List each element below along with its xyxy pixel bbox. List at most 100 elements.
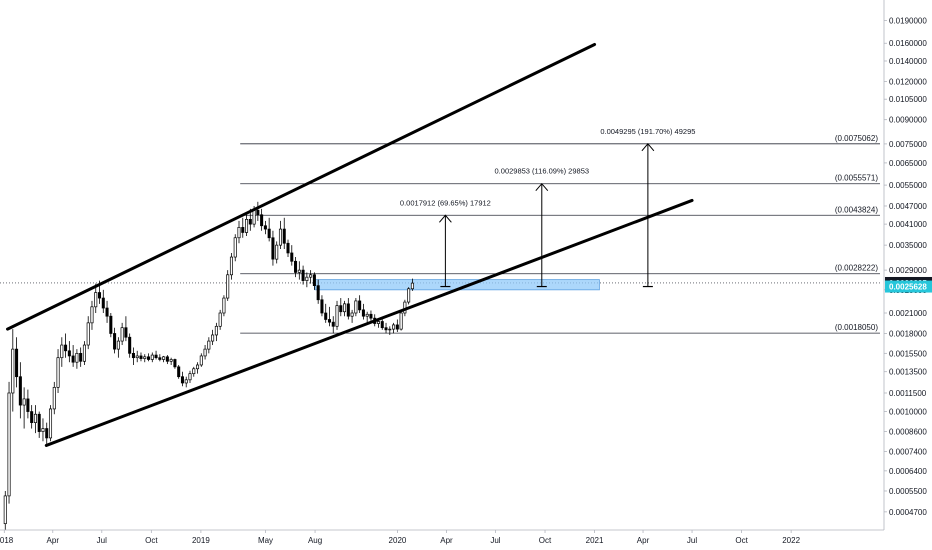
candle-body bbox=[316, 285, 320, 301]
candle-body bbox=[226, 274, 230, 299]
candle-body bbox=[407, 288, 411, 303]
y-tick-label: 0.0005500 bbox=[889, 487, 927, 496]
secondary-price-label: 0.0025628 bbox=[889, 283, 927, 292]
level-label: (0.0028222) bbox=[835, 264, 878, 273]
candle-body bbox=[30, 411, 34, 423]
candle-body bbox=[399, 312, 403, 330]
candle-body bbox=[33, 413, 37, 423]
candle-body bbox=[339, 305, 343, 313]
y-tick-label: 0.0105000 bbox=[889, 95, 927, 104]
x-tick-label: Jul bbox=[687, 536, 697, 545]
candle-body bbox=[165, 356, 169, 362]
candle-body bbox=[305, 276, 309, 281]
candle-body bbox=[297, 269, 301, 273]
upper-channel-trendline[interactable] bbox=[6, 43, 597, 331]
candle-body bbox=[131, 352, 135, 359]
candle-body bbox=[203, 348, 207, 357]
y-tick-label: 0.0140000 bbox=[889, 57, 927, 66]
candle-body bbox=[158, 357, 162, 360]
candle-body bbox=[199, 355, 203, 366]
candle-body bbox=[275, 244, 279, 260]
y-tick-label: 0.0010000 bbox=[889, 408, 927, 417]
candle-body bbox=[139, 355, 143, 359]
y-tick-label: 0.0035000 bbox=[889, 241, 927, 250]
candle-body bbox=[26, 398, 30, 412]
candle-body bbox=[60, 344, 64, 359]
candle-body bbox=[135, 355, 139, 359]
x-tick-label: 2018 bbox=[0, 536, 14, 545]
candle-body bbox=[11, 348, 15, 394]
y-tick-label: 0.0018000 bbox=[889, 329, 927, 338]
candle-body bbox=[343, 303, 347, 313]
x-tick-label: 2021 bbox=[586, 536, 604, 545]
candle-body bbox=[22, 398, 26, 406]
price-tags-group: 0.00263250.0025628 bbox=[885, 276, 932, 293]
candle-body bbox=[162, 356, 166, 360]
y-tick-label: 0.0008600 bbox=[889, 428, 927, 437]
measure-arrow-head bbox=[535, 182, 549, 192]
candle-body bbox=[37, 413, 41, 432]
candle-body bbox=[282, 228, 286, 244]
candle-body bbox=[154, 354, 158, 359]
y-tick-label: 0.0041000 bbox=[889, 220, 927, 229]
candle-body bbox=[233, 237, 237, 258]
candle-body bbox=[177, 366, 181, 378]
candle-body bbox=[67, 350, 71, 357]
candle-body bbox=[41, 428, 45, 432]
measure-arrow-head bbox=[439, 214, 452, 223]
candle-body bbox=[113, 333, 117, 350]
horizontal-levels-group: (0.0075062) (0.0055571) (0.0043824) (0.0028… bbox=[0, 134, 880, 334]
candle-body bbox=[376, 321, 381, 324]
candle-body bbox=[256, 209, 260, 216]
candle-body bbox=[278, 228, 282, 246]
x-tick-label: Apr bbox=[47, 536, 60, 545]
candle-body bbox=[354, 300, 358, 314]
candle-body bbox=[56, 357, 60, 388]
candle-body bbox=[214, 325, 218, 336]
candle-body bbox=[71, 355, 75, 363]
candle-body bbox=[101, 297, 105, 309]
candle-body bbox=[309, 274, 313, 278]
candle-body bbox=[410, 282, 414, 290]
candle-body bbox=[365, 313, 369, 317]
candle-body bbox=[222, 297, 226, 314]
candle-body bbox=[75, 352, 79, 363]
level-label: (0.0018050) bbox=[835, 323, 878, 332]
candle-body bbox=[361, 309, 365, 317]
lower-channel-trendline[interactable] bbox=[44, 198, 694, 447]
candle-body bbox=[286, 242, 290, 254]
candle-body bbox=[237, 227, 241, 239]
y-tick-label: 0.0120000 bbox=[889, 77, 927, 86]
candle-body bbox=[324, 312, 328, 320]
y-tick-label: 0.0190000 bbox=[889, 16, 927, 25]
y-tick-label: 0.0007400 bbox=[889, 448, 927, 457]
candle-body bbox=[331, 321, 335, 327]
candle-body bbox=[90, 306, 94, 324]
x-tick-label: Oct bbox=[539, 536, 552, 545]
candle-body bbox=[64, 344, 68, 352]
candle-body bbox=[97, 292, 102, 299]
candle-body bbox=[116, 340, 120, 350]
candle-body bbox=[150, 354, 154, 360]
candle-body bbox=[369, 313, 373, 319]
candle-body bbox=[48, 408, 53, 439]
y-tick-label: 0.0065000 bbox=[889, 159, 927, 168]
x-tick-label: 2020 bbox=[389, 536, 407, 545]
candle-body bbox=[7, 392, 11, 497]
candle-body bbox=[120, 327, 124, 342]
candle-body bbox=[143, 356, 147, 359]
candle-body bbox=[86, 322, 90, 346]
candle-body bbox=[384, 327, 388, 331]
y-tick-label: 0.0006400 bbox=[889, 467, 927, 476]
candle-body bbox=[173, 359, 177, 368]
y-tick-label: 0.0075000 bbox=[889, 140, 927, 149]
candle-body bbox=[271, 237, 275, 260]
y-tick-label: 0.0015500 bbox=[889, 349, 927, 358]
measure-arrow-head bbox=[641, 143, 655, 152]
y-tick-label: 0.0013500 bbox=[889, 368, 927, 377]
y-tick-label: 0.0090000 bbox=[889, 116, 927, 125]
x-tick-label: 2022 bbox=[782, 536, 800, 545]
